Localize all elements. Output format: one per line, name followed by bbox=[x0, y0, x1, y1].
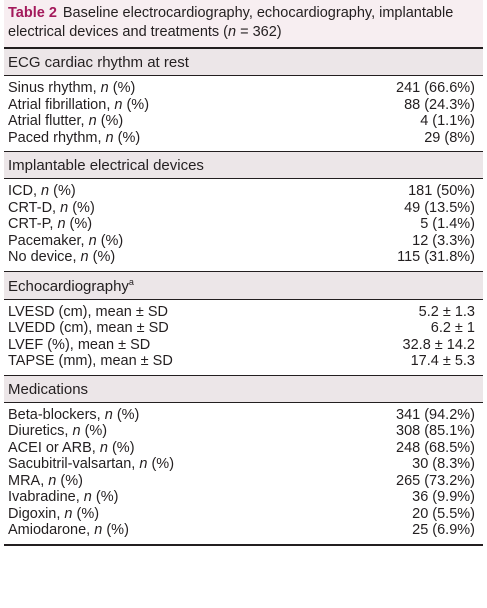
table-row: CRT-D, n (%) 49 (13.5%) bbox=[4, 200, 483, 217]
row-label: Atrial fibrillation, n (%) bbox=[8, 96, 150, 113]
row-label: LVESD (cm), mean ± SD bbox=[8, 303, 168, 320]
row-value: 4 (1.1%) bbox=[420, 113, 475, 129]
row-value: 49 (13.5%) bbox=[404, 199, 475, 216]
row-label: ICD, n (%) bbox=[8, 183, 76, 199]
table-caption: Baseline electrocardiography, echocardio… bbox=[8, 5, 454, 40]
table-label: Table 2 bbox=[8, 5, 57, 21]
table-row: MRA, n (%) 265 (73.2%) bbox=[4, 473, 483, 490]
row-value: 115 (31.8%) bbox=[397, 249, 475, 265]
table-row: ACEI or ARB, n (%) 248 (68.5%) bbox=[4, 440, 483, 457]
row-value: 36 (9.9%) bbox=[412, 489, 475, 505]
row-label: Amiodarone, n (%) bbox=[8, 522, 129, 538]
section-heading-text: Medications bbox=[8, 380, 89, 398]
table-row: LVEF (%), mean ± SD 32.8 ± 14.2 bbox=[4, 337, 483, 354]
row-value: 20 (5.5%) bbox=[412, 505, 475, 522]
row-value: 265 (73.2%) bbox=[396, 472, 475, 489]
row-label: Sinus rhythm, n (%) bbox=[8, 80, 136, 96]
row-value: 308 (85.1%) bbox=[396, 423, 475, 439]
table-row: Sinus rhythm, n (%) 241 (66.6%) bbox=[4, 80, 483, 97]
footnote-marker: a bbox=[128, 276, 134, 287]
row-label: Digoxin, n (%) bbox=[8, 505, 100, 522]
table-row: LVESD (cm), mean ± SD 5.2 ± 1.3 bbox=[4, 304, 483, 321]
row-value: 6.2 ± 1 bbox=[430, 320, 475, 336]
row-label: TAPSE (mm), mean ± SD bbox=[8, 353, 173, 369]
table-row: Beta-blockers, n (%) 341 (94.2%) bbox=[4, 407, 483, 424]
row-value: 5.2 ± 1.3 bbox=[418, 303, 475, 320]
table-row: Paced rhythm, n (%) 29 (8%) bbox=[4, 130, 483, 147]
table-row: Atrial fibrillation, n (%) 88 (24.3%) bbox=[4, 97, 483, 114]
row-label: Paced rhythm, n (%) bbox=[8, 129, 141, 146]
row-value: 12 (3.3%) bbox=[412, 232, 475, 249]
row-value: 25 (6.9%) bbox=[412, 522, 475, 538]
row-label: Atrial flutter, n (%) bbox=[8, 113, 124, 129]
section-rows: Beta-blockers, n (%) 341 (94.2%) Diuretics… bbox=[4, 403, 483, 546]
section-heading-text: Echocardiography bbox=[8, 277, 129, 295]
row-value: 181 (50%) bbox=[408, 183, 475, 199]
table-row: Amiodarone, n (%) 25 (6.9%) bbox=[4, 522, 483, 539]
row-label: Diuretics, n (%) bbox=[8, 423, 108, 439]
section-heading: Echocardiographya bbox=[4, 271, 483, 300]
row-value: 88 (24.3%) bbox=[404, 96, 475, 113]
row-label: ACEI or ARB, n (%) bbox=[8, 439, 135, 456]
section-heading: ECG cardiac rhythm at rest bbox=[4, 49, 483, 76]
table-row: TAPSE (mm), mean ± SD 17.4 ± 5.3 bbox=[4, 353, 483, 370]
row-value: 32.8 ± 14.2 bbox=[402, 336, 475, 353]
row-label: CRT-P, n (%) bbox=[8, 216, 93, 232]
section-heading: Medications bbox=[4, 375, 483, 403]
table-row: No device, n (%) 115 (31.8%) bbox=[4, 249, 483, 266]
table-row: ICD, n (%) 181 (50%) bbox=[4, 183, 483, 200]
table-row: CRT-P, n (%) 5 (1.4%) bbox=[4, 216, 483, 233]
row-label: Pacemaker, n (%) bbox=[8, 232, 124, 249]
table-row: Ivabradine, n (%) 36 (9.9%) bbox=[4, 489, 483, 506]
section-rows: ICD, n (%) 181 (50%) CRT-D, n (%) 49 (13.5%… bbox=[4, 179, 483, 272]
section-heading-text: ECG cardiac rhythm at rest bbox=[8, 54, 189, 71]
row-value: 30 (8.3%) bbox=[412, 456, 475, 472]
table-row: Atrial flutter, n (%) 4 (1.1%) bbox=[4, 113, 483, 130]
row-label: Beta-blockers, n (%) bbox=[8, 406, 140, 423]
table-row: Pacemaker, n (%) 12 (3.3%) bbox=[4, 233, 483, 250]
section-heading-text: Implantable electrical devices bbox=[8, 157, 204, 174]
section-heading: Implantable electrical devices bbox=[4, 152, 483, 179]
row-label: No device, n (%) bbox=[8, 249, 116, 265]
row-value: 5 (1.4%) bbox=[420, 216, 475, 232]
row-label: LVEF (%), mean ± SD bbox=[8, 336, 151, 353]
row-label: CRT-D, n (%) bbox=[8, 199, 95, 216]
row-value: 341 (94.2%) bbox=[396, 406, 475, 423]
section-rows: Sinus rhythm, n (%) 241 (66.6%) Atrial fib… bbox=[4, 76, 483, 152]
row-label: LVEDD (cm), mean ± SD bbox=[8, 320, 169, 336]
row-value: 248 (68.5%) bbox=[396, 439, 475, 456]
row-value: 29 (8%) bbox=[424, 129, 475, 146]
row-label: MRA, n (%) bbox=[8, 472, 83, 489]
table-row: Diuretics, n (%) 308 (85.1%) bbox=[4, 423, 483, 440]
table-row: Digoxin, n (%) 20 (5.5%) bbox=[4, 506, 483, 523]
table-row: Sacubitril-valsartan, n (%) 30 (8.3%) bbox=[4, 456, 483, 473]
row-value: 17.4 ± 5.3 bbox=[410, 353, 475, 369]
section-rows: LVESD (cm), mean ± SD 5.2 ± 1.3 LVEDD (cm)… bbox=[4, 300, 483, 376]
table-row: LVEDD (cm), mean ± SD 6.2 ± 1 bbox=[4, 320, 483, 337]
row-value: 241 (66.6%) bbox=[396, 80, 475, 96]
table-title: Table 2 Baseline electrocardiography, ech… bbox=[4, 0, 483, 49]
row-label: Ivabradine, n (%) bbox=[8, 489, 119, 505]
row-label: Sacubitril-valsartan, n (%) bbox=[8, 456, 175, 472]
